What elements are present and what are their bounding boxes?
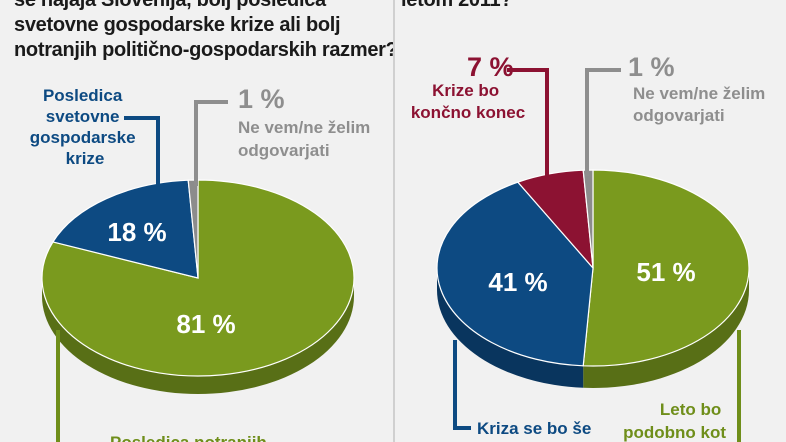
right-panel: letom 2011? 7 % Krize bo končno konec 1 … [395,0,786,442]
left-foreign-label: Posledica svetovne gospodarske krize [30,86,141,168]
right-pie-slice-side [437,268,584,388]
right-dontknow-pct: 1 % [628,52,675,82]
question-left-line: se najaja Slovenija, bolj posledica [14,0,326,11]
right-pie-slice [582,169,750,367]
left-dontknow-label: Ne vem/ne želim odgovarjati [238,118,375,160]
right-pie-slice [436,181,594,367]
right-similar-label: Leto bo podobno kot [623,400,726,442]
left-pie-slice [52,179,199,279]
right-similar-value: 51 % [636,257,695,287]
question-left: se najaja Slovenija, bolj posledica svet… [14,0,393,63]
question-left-line: notranjih politično-gospodarskih razmer? [14,39,393,61]
pie-chart-right: 7 % Krize bo končno konec 1 % Ne vem/ne … [411,52,770,442]
pie-chart-left: Posledica svetovne gospodarske krize 1 %… [30,84,375,442]
right-similar-label-line: podobno kot [623,423,726,442]
left-foreign-label-line: svetovne [46,107,120,126]
question-left-line: svetovne gospodarske krize ali bolj [14,14,341,36]
left-foreign-label-line: Posledica [43,86,123,105]
left-dontknow-label-line: odgovarjati [238,141,330,160]
right-end-pct: 7 % [467,52,514,82]
right-dontknow-label-line: Ne vem/ne želim [633,84,765,103]
left-foreign-value: 18 % [107,217,166,247]
right-similar-label-line: Leto bo [660,400,721,419]
right-pie-slice-side [583,268,749,388]
right-continue-leader-line [453,340,471,430]
right-dontknow-leader-line [585,68,621,176]
left-panel: se najaja Slovenija, bolj posledica svet… [0,0,393,442]
panel-divider [393,0,395,442]
left-pie-slice-side [42,278,354,394]
right-end-leader-line [507,68,549,180]
left-domestic-value: 81 % [176,309,235,339]
left-dontknow-leader-line [194,100,228,186]
left-foreign-label-line: gospodarske [30,128,136,147]
question-right: letom 2011? [401,0,513,13]
left-dontknow-label-line: Ne vem/ne želim [238,118,370,137]
right-dontknow-label-line: odgovarjati [633,106,725,125]
right-continue-label: Kriza se bo še [477,419,591,438]
left-foreign-leader-line [124,116,160,186]
right-end-label: Krize bo končno konec [411,81,525,122]
right-continue-value: 41 % [488,267,547,297]
right-end-label-line: končno konec [411,103,525,122]
left-dontknow-pct: 1 % [238,84,285,114]
question-right-line: letom 2011? [401,0,513,11]
right-end-label-line: Krize bo [432,81,499,100]
left-foreign-label-line: krize [66,149,105,168]
left-domestic-label: Posledica notranjih [110,433,267,442]
right-dontknow-label: Ne vem/ne želim odgovarjati [633,84,770,125]
